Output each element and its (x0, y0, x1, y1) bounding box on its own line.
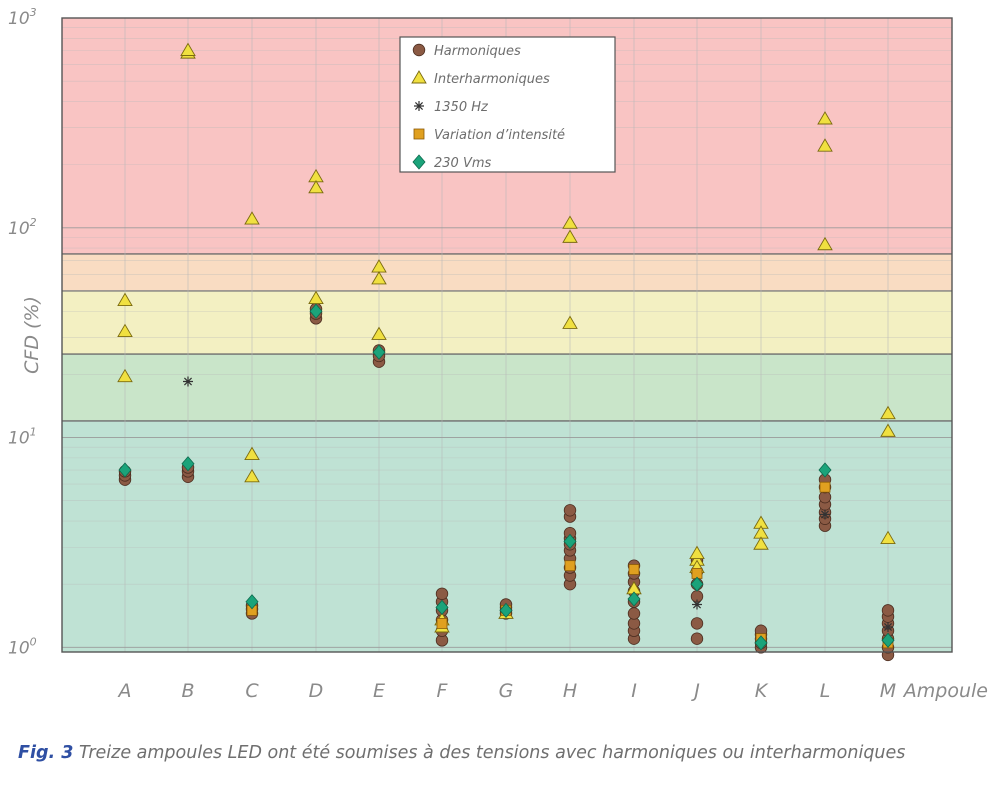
point-interharmoniques (117, 292, 133, 306)
x-tick-label: A (117, 680, 132, 702)
point-interharmoniques (880, 530, 896, 545)
x-tick-label: J (690, 680, 700, 702)
point-interharmoniques (562, 215, 578, 229)
legend-label: Harmoniques (434, 44, 521, 59)
legend-label: 230 Vms (434, 156, 492, 171)
point-1350hz (183, 376, 193, 387)
figure-caption: Fig. 3 Treize ampoules LED ont été soumi… (18, 743, 905, 763)
point-variation-intensite (436, 618, 448, 629)
x-tick-label: M (880, 680, 896, 702)
point-variation-intensite (819, 481, 831, 493)
point-230vms (627, 591, 641, 607)
point-interharmoniques (244, 446, 260, 460)
y-axis-label: CFD (%) (21, 296, 43, 374)
point-harmoniques (690, 617, 704, 630)
point-interharmoniques (244, 468, 260, 483)
point-230vms (309, 303, 323, 319)
point-230vms (690, 576, 704, 592)
zone-orange (62, 253, 952, 291)
caption-fig-label: Fig. 3 (18, 743, 74, 763)
x-tick-label: K (755, 680, 769, 702)
point-harmoniques (881, 604, 895, 617)
point-interharmoniques (817, 111, 833, 125)
point-interharmoniques (880, 423, 896, 437)
point-interharmoniques (562, 315, 578, 329)
point-interharmoniques (562, 229, 578, 243)
zone-green-light (62, 354, 952, 421)
point-interharmoniques (308, 179, 324, 194)
legend: Harmoniques Interharmoniques 1350 Hz Variat… (399, 36, 616, 173)
x-tick-label: L (820, 680, 831, 702)
x-tick-label: D (309, 680, 324, 702)
zone-yellow (62, 290, 952, 355)
y-tick-label: 102 (8, 216, 37, 239)
point-variation-intensite (564, 560, 576, 572)
point-harmoniques (627, 607, 641, 620)
x-tick-label: E (373, 680, 385, 702)
point-interharmoniques (817, 236, 833, 251)
x-tick-label: I (631, 680, 637, 702)
legend-marker-triangle (411, 70, 427, 84)
point-1350hz (820, 509, 830, 520)
y-tick-exponent: 3 (30, 6, 37, 19)
point-interharmoniques (180, 42, 196, 56)
point-230vms (881, 632, 895, 648)
point-interharmoniques (880, 405, 896, 420)
point-230vms (372, 344, 386, 360)
point-interharmoniques (753, 536, 769, 550)
point-230vms (499, 602, 513, 619)
point-interharmoniques (689, 545, 705, 559)
legend-label: Interharmoniques (434, 72, 550, 87)
point-230vms (435, 599, 449, 616)
point-230vms (118, 462, 132, 478)
y-tick-exponent: 0 (30, 635, 37, 648)
legend-label: 1350 Hz (434, 100, 489, 115)
point-interharmoniques (371, 326, 387, 340)
x-tick-label: G (499, 680, 514, 702)
point-interharmoniques (371, 271, 387, 285)
point-interharmoniques (817, 138, 833, 152)
point-harmoniques (563, 504, 577, 517)
point-1350hz (883, 621, 893, 632)
point-interharmoniques (117, 368, 133, 383)
point-harmoniques (690, 632, 704, 645)
point-interharmoniques (117, 323, 133, 338)
legend-marker-diamond (412, 154, 426, 170)
y-tick-exponent: 2 (30, 216, 37, 229)
point-230vms (563, 533, 577, 549)
x-tick-label: B (181, 680, 194, 702)
x-tick-label: F (437, 680, 449, 702)
point-230vms (181, 456, 195, 472)
point-230vms (818, 462, 832, 478)
point-230vms (245, 594, 259, 610)
plot-frame (61, 17, 953, 653)
legend-marker-star (414, 101, 424, 111)
x-axis-label: Ampoule (902, 680, 988, 702)
y-tick-label: 101 (8, 426, 37, 449)
y-tick-label: 100 (8, 635, 37, 658)
legend-marker-circle (412, 43, 426, 57)
y-tick-label: 103 (8, 6, 37, 29)
point-interharmoniques (244, 211, 260, 225)
legend-marker-square (413, 128, 425, 140)
x-tick-label: C (245, 680, 259, 702)
point-variation-intensite (628, 564, 640, 575)
point-harmoniques (435, 587, 449, 600)
y-tick-exponent: 1 (30, 426, 37, 439)
point-interharmoniques (308, 290, 324, 304)
point-230vms (754, 635, 768, 651)
legend-box (399, 36, 616, 173)
point-1350hz (692, 599, 702, 610)
caption-text: Treize ampoules LED ont été soumises à d… (78, 743, 906, 763)
x-tick-label: H (563, 680, 577, 702)
legend-label: Variation d’intensité (434, 128, 565, 143)
